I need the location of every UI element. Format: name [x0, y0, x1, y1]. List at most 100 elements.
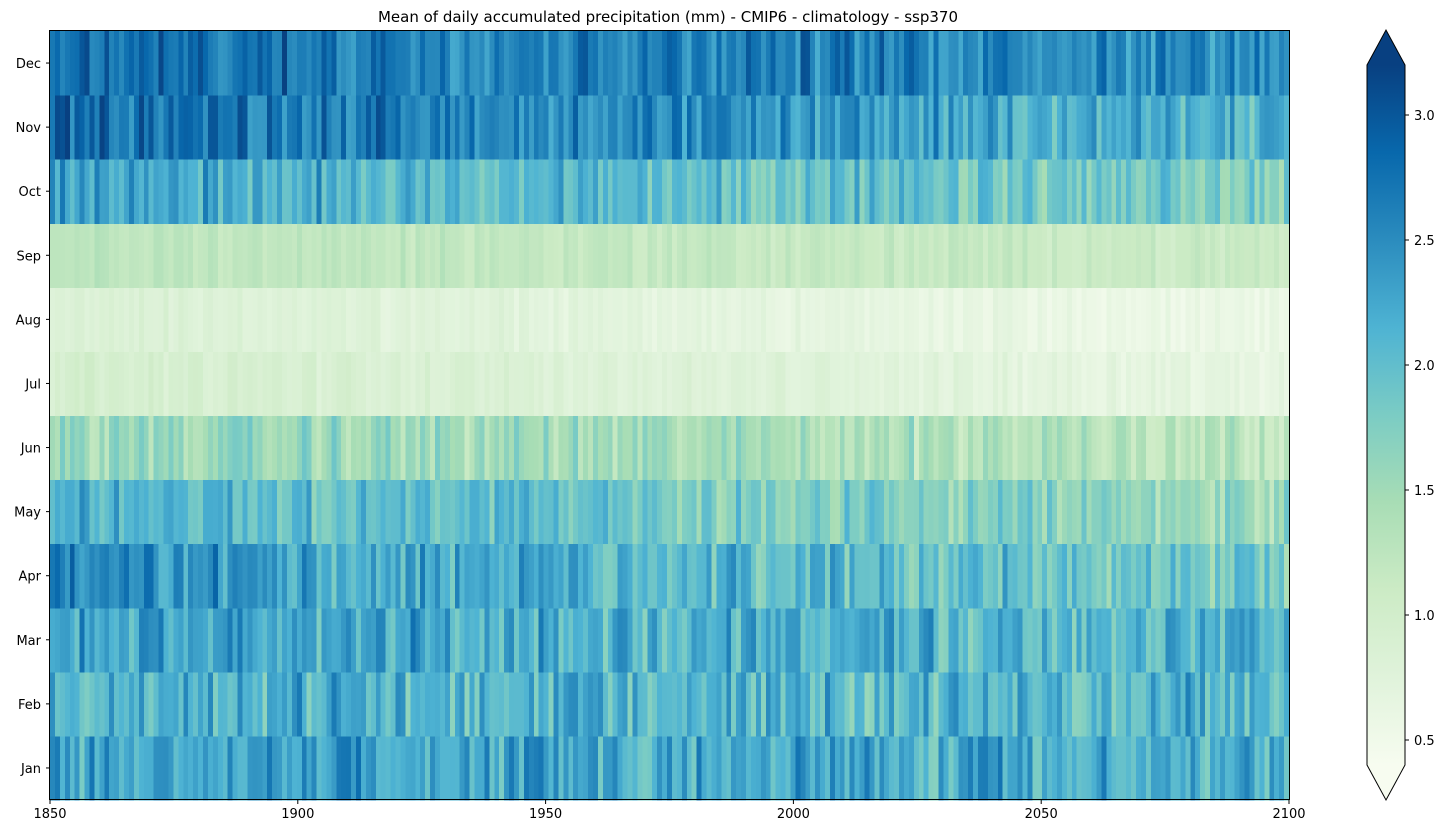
heatmap-cell	[1269, 95, 1275, 160]
heatmap-cell	[54, 351, 61, 416]
heatmap-cell	[711, 287, 717, 352]
heatmap-cell	[1274, 735, 1280, 801]
heatmap-cell	[691, 95, 698, 160]
heatmap-cell	[341, 671, 347, 737]
heatmap-cell	[824, 415, 831, 481]
heatmap-cell	[50, 415, 56, 481]
heatmap-cell	[1229, 415, 1236, 481]
heatmap-cell	[681, 415, 688, 481]
heatmap-cell	[346, 223, 352, 288]
heatmap-cell	[820, 95, 826, 160]
heatmap-cell	[430, 95, 436, 160]
heatmap-cell	[1042, 31, 1048, 96]
heatmap-cell	[839, 607, 846, 673]
heatmap-cell	[592, 415, 599, 481]
heatmap-cell	[583, 95, 589, 160]
heatmap-cell	[667, 287, 673, 352]
heatmap-cell	[1155, 479, 1162, 545]
heatmap-cell	[375, 95, 382, 160]
heatmap-cell	[380, 735, 387, 801]
heatmap-cell	[775, 223, 782, 288]
heatmap-cell	[553, 735, 560, 801]
heatmap-cell	[341, 735, 347, 801]
heatmap-cell	[94, 287, 100, 352]
heatmap-cell	[1096, 287, 1103, 352]
heatmap-cell	[59, 287, 66, 352]
heatmap-cell	[795, 479, 801, 545]
heatmap-cell	[415, 351, 421, 416]
heatmap-cell	[183, 223, 189, 288]
heatmap-cell	[662, 607, 668, 673]
heatmap-cell	[726, 671, 732, 737]
heatmap-cell	[528, 479, 535, 545]
heatmap-cell	[385, 543, 392, 609]
heatmap-cell	[178, 607, 184, 673]
heatmap-cell	[1111, 31, 1117, 96]
heatmap-cell	[227, 735, 234, 801]
heatmap-cell	[415, 607, 421, 673]
heatmap-cell	[686, 543, 693, 609]
heatmap-cell	[252, 543, 258, 609]
heatmap-cell	[622, 479, 629, 545]
heatmap-cell	[212, 95, 219, 160]
heatmap-cell	[578, 223, 584, 288]
heatmap-cell	[1229, 607, 1236, 673]
heatmap-cell	[1012, 543, 1019, 609]
heatmap-cell	[282, 159, 288, 224]
heatmap-cell	[1185, 31, 1191, 96]
heatmap-cell	[306, 735, 313, 801]
heatmap-cell	[632, 543, 639, 609]
heatmap-cell	[573, 351, 579, 416]
heatmap-cell	[563, 95, 569, 160]
heatmap-cell	[183, 287, 189, 352]
heatmap-cell	[1214, 95, 1221, 160]
heatmap-cell	[1200, 479, 1206, 545]
heatmap-cell	[454, 415, 461, 481]
heatmap-cell	[1111, 159, 1117, 224]
heatmap-cell	[242, 159, 249, 224]
heatmap-cell	[430, 479, 436, 545]
heatmap-cell	[222, 159, 229, 224]
heatmap-cell	[158, 415, 165, 481]
heatmap-cell	[84, 415, 91, 481]
heatmap-cell	[627, 415, 634, 481]
heatmap-cell	[69, 479, 76, 545]
heatmap-cell	[958, 223, 964, 288]
heatmap-cell	[553, 95, 560, 160]
heatmap-cell	[716, 543, 722, 609]
heatmap-cell	[1116, 415, 1122, 481]
heatmap-cell	[746, 31, 752, 96]
heatmap-cell	[1165, 351, 1172, 416]
heatmap-cell	[1200, 351, 1206, 416]
heatmap-cell	[222, 95, 229, 160]
heatmap-cell	[1259, 543, 1265, 609]
heatmap-cell	[360, 159, 367, 224]
heatmap-cell	[1126, 287, 1132, 352]
heatmap-cell	[785, 735, 792, 801]
heatmap-cell	[918, 735, 925, 801]
heatmap-cell	[1185, 351, 1191, 416]
heatmap-cell	[1131, 159, 1137, 224]
heatmap-cell	[647, 735, 653, 801]
heatmap-cell	[805, 479, 811, 545]
heatmap-cell	[627, 223, 634, 288]
heatmap-cell	[79, 95, 86, 160]
heatmap-cell	[1131, 735, 1137, 801]
heatmap-cell	[331, 479, 337, 545]
heatmap-cell	[400, 415, 407, 481]
heatmap-cell	[301, 671, 308, 737]
heatmap-cell	[252, 223, 258, 288]
heatmap-cell	[336, 415, 342, 481]
heatmap-cell	[760, 607, 767, 673]
heatmap-cell	[247, 735, 253, 801]
heatmap-cell	[597, 479, 604, 545]
heatmap-cell	[237, 415, 244, 481]
heatmap-cell	[415, 287, 421, 352]
heatmap-cell	[272, 415, 278, 481]
heatmap-cell	[1274, 479, 1280, 545]
heatmap-cell	[267, 543, 273, 609]
heatmap-cell	[721, 415, 727, 481]
heatmap-cell	[425, 223, 431, 288]
heatmap-cell	[1066, 351, 1073, 416]
